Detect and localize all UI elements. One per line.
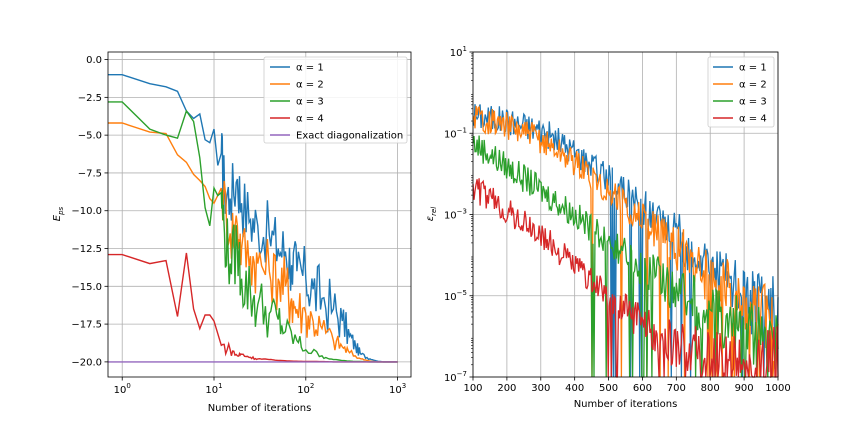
right-y-tick-label: 10−5 [444,289,467,303]
left-x-tick-label: 100 [114,382,131,396]
left-y-tick-label: −12.5 [71,244,102,255]
right-legend-label: α = 1 [739,63,767,74]
left-legend-label: Exact diagonalization [296,131,403,142]
right-x-axis-label: Number of iterations [574,399,678,410]
left-legend-label: α = 2 [296,80,324,91]
right-series-line [472,105,779,378]
left-y-tick-label: −15.0 [71,282,102,293]
right-series-lines [472,104,779,379]
left-legend-box [263,56,408,144]
right-legend-label: α = 3 [739,97,767,108]
right-legend-label: α = 4 [739,114,767,125]
left-legend-label: α = 4 [296,114,324,125]
left-y-tick-label: −17.5 [71,320,102,331]
left-y-tick-label: −20.0 [71,357,102,368]
right-x-tick-label: 800 [701,383,720,394]
left-y-axis-label: Eps [52,206,65,221]
right-series-line [472,104,779,378]
left-series-lines [108,74,398,363]
left-x-tick-label: 103 [389,382,406,396]
left-ticks: 100 101 102 103 0.0 −2.5 −5.0 −7.5 −10.0 −12.5 −15… [71,55,406,396]
right-y-tick-label: 10−1 [444,126,467,140]
left-x-tick-label: 102 [297,382,314,396]
right-x-tick-label: 1000 [765,383,790,394]
left-series-line [108,122,398,363]
left-axes-frame [107,51,412,378]
right-y-axis-label: εrel [425,207,438,222]
left-series-line [108,74,398,363]
right-x-tick-label: 500 [599,383,618,394]
left-y-tick-label: −5.0 [78,131,102,142]
left-y-tick-label: 0.0 [86,55,102,66]
right-x-tick-label: 900 [735,383,754,394]
right-x-tick-label: 300 [531,383,550,394]
right-series-line [472,135,779,378]
right-legend-box [707,56,775,128]
right-legend-label: α = 2 [739,80,767,91]
right-x-tick-label: 200 [497,383,516,394]
left-legend: α = 1 α = 2 α = 3 α = 4 Exact diagonalizatio… [263,56,408,144]
right-x-tick-label: 100 [463,383,482,394]
left-panel: 100 101 102 103 0.0 −2.5 −5.0 −7.5 −10.0 −12.5 −15… [52,51,412,414]
left-legend-label: α = 3 [296,97,324,108]
left-y-tick-label: −10.0 [71,206,102,217]
left-y-tick-label: −7.5 [78,168,102,179]
left-x-axis-label: Number of iterations [208,403,312,414]
right-x-tick-label: 700 [667,383,686,394]
right-panel: 100 200 300 400 500 600 700 800 900 1000 101 10−1 10… [425,45,791,410]
right-legend: α = 1 α = 2 α = 3 α = 4 [707,56,775,128]
right-y-tick-label: 101 [450,45,467,59]
left-series-line [108,101,398,363]
left-legend-label: α = 1 [296,63,324,74]
left-x-tick-label: 101 [205,382,222,396]
right-ticks: 100 200 300 400 500 600 700 800 900 1000 101 10−1 10… [444,45,791,394]
right-x-tick-label: 600 [633,383,652,394]
right-x-tick-label: 400 [565,383,584,394]
left-y-tick-label: −2.5 [78,93,102,104]
right-y-tick-label: 10−3 [444,208,467,222]
right-y-tick-label: 10−7 [444,370,467,384]
